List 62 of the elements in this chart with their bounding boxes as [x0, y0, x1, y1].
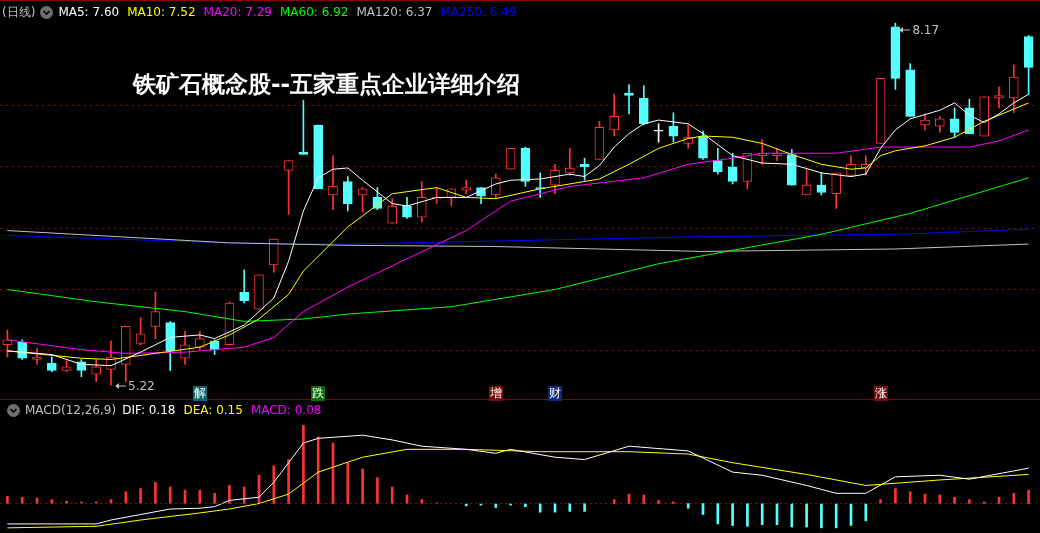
bar — [790, 503, 794, 528]
bar — [20, 496, 24, 504]
bar — [346, 462, 350, 504]
bar — [376, 477, 379, 504]
text: 铁矿石概念股--五家重点企业详细介绍 — [133, 70, 521, 99]
bar — [834, 503, 838, 529]
bar — [938, 494, 942, 504]
text: MA20: 7.29 — [203, 5, 272, 19]
bar — [1012, 492, 1016, 504]
bar — [154, 481, 157, 504]
bar — [731, 503, 734, 526]
bar — [124, 491, 128, 504]
annotation: 解 — [192, 386, 207, 401]
text: MA10: 7.52 — [127, 5, 196, 19]
bar — [316, 436, 320, 504]
bar — [760, 503, 764, 526]
bar — [6, 496, 9, 504]
bar — [139, 488, 142, 504]
bar — [538, 503, 542, 513]
bar — [805, 503, 808, 528]
bar — [272, 465, 276, 504]
bar — [953, 496, 956, 504]
annotation: 8.17 — [912, 23, 940, 38]
text: DIF: 0.18 — [122, 403, 176, 417]
bar — [228, 485, 231, 504]
bar — [612, 499, 616, 504]
bar — [894, 488, 897, 504]
bar — [302, 425, 305, 504]
bar — [390, 486, 394, 504]
bar — [213, 492, 216, 504]
text: MA60: 6.92 — [280, 5, 349, 19]
bar — [642, 494, 646, 504]
bar — [672, 501, 675, 504]
series-label: MACD: 0.08 — [250, 403, 322, 417]
bar — [568, 503, 572, 512]
bar — [242, 486, 246, 504]
bar — [908, 491, 912, 504]
chart-subtitle: (日线) — [2, 5, 36, 19]
bar — [583, 503, 586, 512]
bar — [820, 503, 823, 529]
candlestick — [328, 155, 338, 211]
bar — [1027, 489, 1030, 504]
annotation: 5.22 — [128, 379, 155, 394]
text: MA250: 6.49 — [440, 5, 517, 19]
bar — [968, 499, 971, 504]
annotation: 增 — [488, 386, 503, 401]
annotation: 涨 — [873, 386, 888, 401]
bar — [361, 468, 364, 504]
bar — [168, 486, 172, 504]
annotation: 跌 — [311, 386, 326, 401]
text: MA120: 6.37 — [356, 5, 433, 19]
bar — [746, 503, 749, 527]
annotation: 财 — [548, 386, 562, 401]
bar — [716, 503, 720, 525]
bar — [686, 503, 690, 509]
bar — [198, 489, 202, 504]
bar — [287, 459, 290, 504]
bar — [657, 500, 660, 504]
chart-title: MACD(12,26,9) — [25, 403, 117, 417]
text: DEA: 0.15 — [183, 403, 243, 417]
text: MA5: 7.60 — [58, 5, 120, 19]
bar — [864, 503, 868, 522]
